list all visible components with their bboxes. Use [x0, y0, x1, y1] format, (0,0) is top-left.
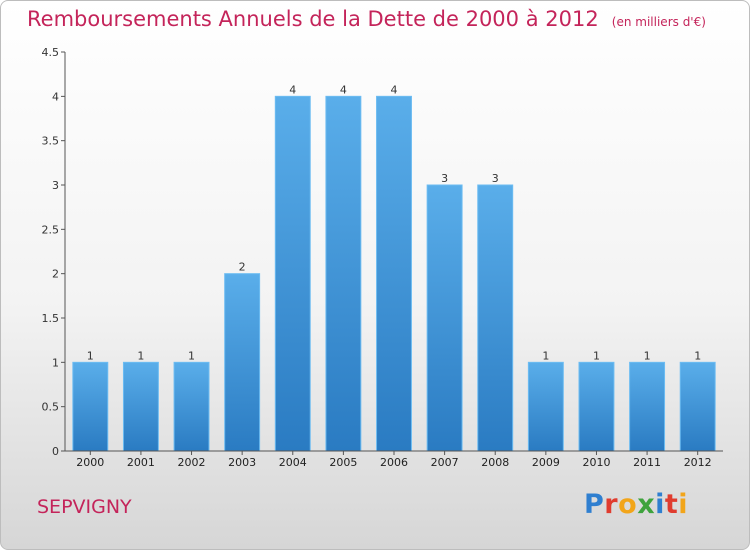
y-tick-label: 0: [52, 445, 59, 458]
y-tick-label: 1.5: [42, 312, 60, 325]
data-label: 1: [644, 349, 651, 362]
data-label: 1: [137, 349, 144, 362]
data-label: 1: [188, 349, 195, 362]
chart-title: Remboursements Annuels de la Dette de 20…: [27, 7, 706, 31]
data-label: 2: [239, 261, 246, 274]
logo-letter: t: [664, 489, 679, 520]
bar: [376, 95, 412, 452]
x-tick-label: 2009: [532, 456, 560, 469]
bar: [477, 184, 514, 452]
chart-title-text: Remboursements Annuels de la Dette de 20…: [27, 7, 599, 31]
bar: [679, 361, 716, 452]
y-tick-label: 1: [52, 356, 59, 369]
bar: [426, 184, 463, 452]
bar: [578, 361, 615, 452]
y-tick-label: 0.5: [42, 401, 60, 414]
x-tick-label: 2002: [178, 456, 206, 469]
x-tick-label: 2011: [633, 456, 661, 469]
data-label: 4: [289, 83, 296, 96]
bar: [122, 361, 159, 452]
x-tick-label: 2012: [684, 456, 712, 469]
x-axis: 2000 2001 2002 2003 2004 2005 2006 2007 2008 2009…: [65, 450, 723, 469]
logo-letter: i: [678, 489, 689, 520]
logo-letter: o: [618, 489, 638, 520]
bar: [274, 95, 311, 452]
x-tick-label: 2006: [380, 456, 408, 469]
data-label: 4: [391, 83, 398, 96]
data-label: 4: [340, 83, 347, 96]
unit-note: (en milliers d'€): [611, 15, 706, 29]
x-tick-label: 2008: [481, 456, 509, 469]
y-tick-label: 4: [52, 90, 59, 103]
logo-letter: i: [655, 489, 665, 520]
data-label: 1: [542, 349, 549, 362]
y-tick-label: 2: [52, 268, 59, 281]
proxiti-logo: Proxiti: [584, 489, 688, 520]
data-label: 1: [593, 349, 600, 362]
data-label: 1: [87, 349, 94, 362]
x-tick-label: 2010: [582, 456, 610, 469]
bar: [173, 361, 210, 452]
y-tick-label: 3: [52, 179, 59, 192]
bar: [72, 361, 109, 452]
bars: 1 1 1 2 4 4 4 3 3 1 1 1 1: [72, 83, 716, 452]
x-tick-label: 2007: [431, 456, 459, 469]
x-tick-label: 2003: [228, 456, 256, 469]
logo-letter: P: [584, 489, 605, 520]
x-tick-label: 2001: [127, 456, 155, 469]
commune-name: SEPVIGNY: [37, 496, 132, 518]
x-tick-label: 2005: [329, 456, 357, 469]
y-axis: 0 0.5 1 1.5 2 2.5 3 3.5 4 4.5: [42, 46, 66, 458]
data-label: 3: [492, 172, 499, 185]
logo-letter: r: [604, 489, 619, 520]
data-label: 3: [441, 172, 448, 185]
y-tick-label: 4.5: [42, 46, 60, 59]
bar: [325, 95, 362, 452]
y-tick-label: 2.5: [42, 223, 60, 236]
bar: [527, 361, 564, 452]
data-label: 1: [694, 349, 701, 362]
x-tick-label: 2004: [279, 456, 307, 469]
logo-letter: x: [637, 489, 656, 520]
x-tick-label: 2000: [76, 456, 104, 469]
y-tick-label: 3.5: [42, 135, 60, 148]
bar: [224, 273, 261, 452]
bar: [629, 361, 666, 452]
